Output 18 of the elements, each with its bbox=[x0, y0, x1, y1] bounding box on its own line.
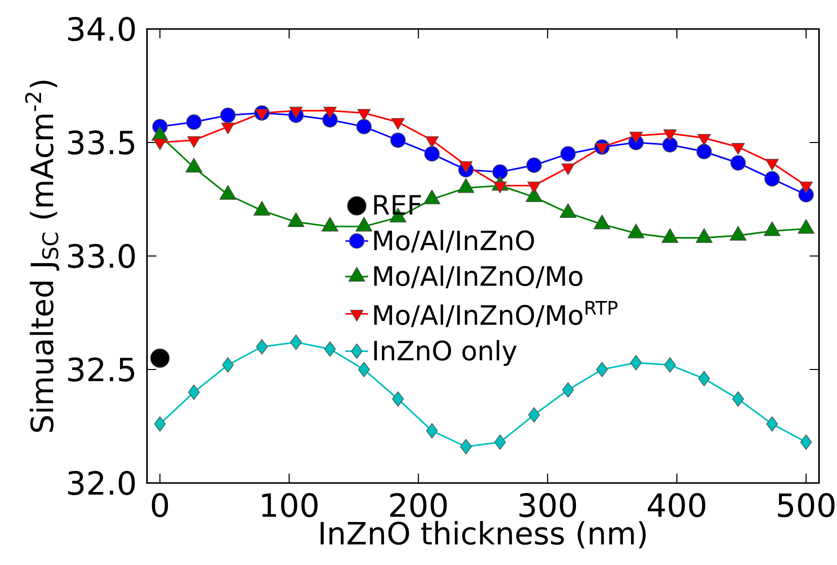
y-tick-label: 34.0 bbox=[68, 16, 135, 42]
x-tick-label: 400 bbox=[648, 493, 706, 518]
y-tick-label: 33.0 bbox=[68, 244, 135, 268]
x-axis-title: InZnO thickness (nm) bbox=[320, 521, 646, 548]
y-axis-title: Simualted J$_{SC}$ (mAcm$^{-2}$) bbox=[25, 80, 60, 432]
x-tick-label: 500 bbox=[778, 493, 834, 518]
legend-label: Mo/Al/InZnO/Mo$^{RTP}$ bbox=[374, 301, 618, 328]
legend-label: REF bbox=[374, 195, 421, 215]
y-tick-label: 32.0 bbox=[68, 470, 135, 496]
y-tick-label: 32.5 bbox=[68, 357, 134, 382]
x-tick-label: 100 bbox=[262, 493, 318, 518]
x-tick-label: 300 bbox=[520, 493, 576, 518]
legend-label: Mo/Al/InZnO/Mo bbox=[374, 265, 582, 288]
legend-label: Mo/Al/InZnO bbox=[374, 230, 534, 253]
legend-label: InZnO only bbox=[374, 340, 517, 366]
y-tick-label: 33.5 bbox=[68, 130, 134, 155]
x-tick-label: 200 bbox=[390, 493, 447, 518]
x-tick-label: 0 bbox=[152, 493, 168, 518]
